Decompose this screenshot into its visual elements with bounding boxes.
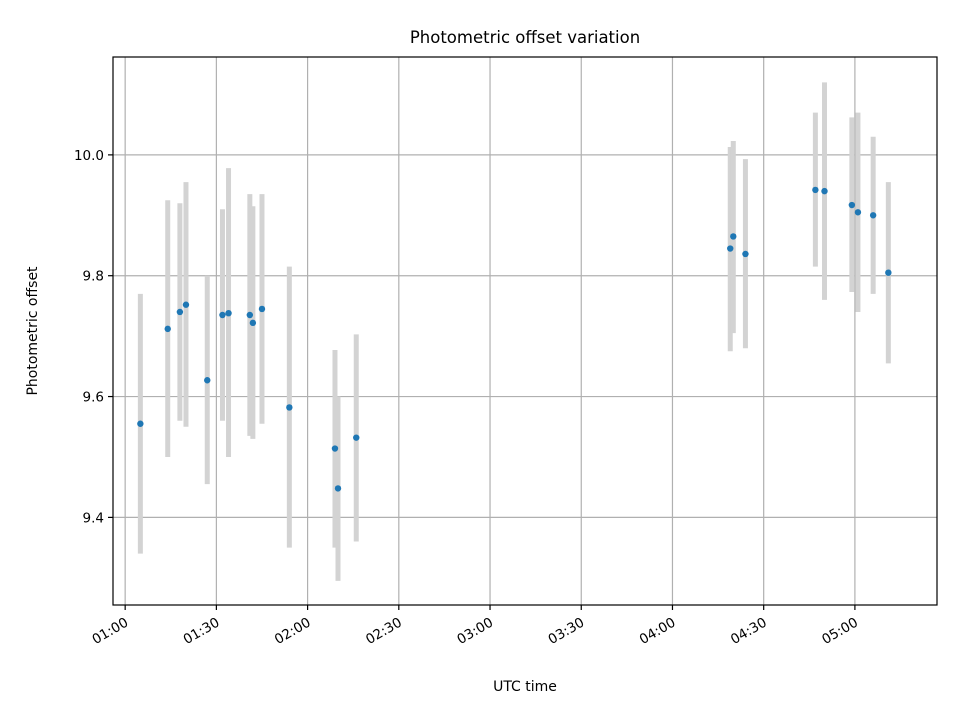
x-axis-label: UTC time	[493, 679, 557, 695]
y-tick-label: 9.8	[83, 269, 104, 285]
data-point	[219, 311, 226, 319]
x-tick-label: 02:00	[272, 615, 314, 648]
error-bars	[137, 82, 891, 581]
data-point	[727, 245, 734, 252]
data-point	[225, 309, 232, 317]
x-tick-label: 01:30	[181, 615, 223, 648]
data-point	[812, 186, 819, 194]
y-tick-label: 9.6	[83, 390, 104, 406]
data-point	[334, 485, 342, 492]
plot-frame	[112, 56, 938, 606]
x-tick-label: 04:30	[728, 615, 770, 648]
data-point	[331, 445, 339, 452]
data-point	[204, 377, 211, 384]
data-point	[885, 269, 892, 276]
data-point	[848, 201, 856, 209]
data-point	[164, 325, 171, 333]
data-point	[246, 311, 254, 319]
data-point	[869, 212, 877, 219]
data-point	[182, 301, 190, 308]
axis-ticks: 01:00 01:30 02:00 02:30 03:00 03:30 04:00 04:30…	[74, 148, 861, 648]
x-tick-label: 02:30	[363, 615, 405, 648]
data-point	[286, 404, 293, 411]
data-points	[137, 186, 892, 492]
data-point	[137, 420, 144, 427]
x-tick-label: 03:00	[454, 615, 496, 648]
data-point	[730, 233, 737, 240]
y-tick-label: 10.0	[74, 148, 104, 164]
x-tick-label: 04:00	[637, 615, 679, 648]
x-tick-label: 01:00	[89, 615, 131, 648]
data-point	[821, 187, 828, 195]
data-point	[353, 434, 360, 441]
data-point	[258, 305, 266, 313]
data-point	[854, 209, 862, 216]
data-point	[742, 250, 749, 258]
chart-title: Photometric offset variation	[410, 28, 640, 47]
y-axis-label: Photometric offset	[25, 266, 41, 396]
y-tick-label: 9.4	[83, 510, 104, 526]
x-tick-label: 03:30	[546, 615, 588, 648]
data-point	[176, 308, 184, 316]
x-tick-label: 05:00	[819, 615, 861, 648]
data-point	[249, 319, 257, 327]
